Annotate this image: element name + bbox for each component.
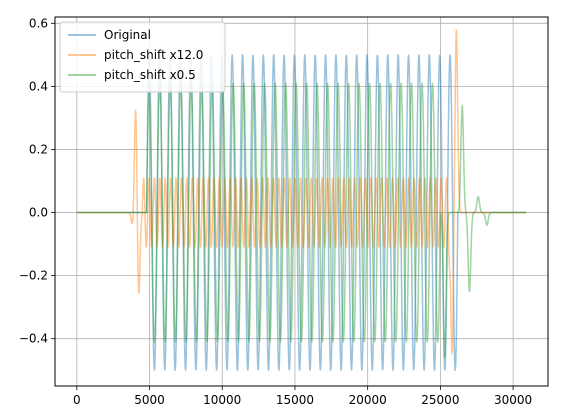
plot-area: 0 5000 10000 15000 20000 25000 30000 −0.4 −0.2 0… bbox=[19, 16, 549, 407]
x-tick-label: 20000 bbox=[349, 393, 387, 407]
legend-label: pitch_shift x12.0 bbox=[104, 48, 203, 62]
legend-label: Original bbox=[104, 28, 151, 42]
y-tick-label: 0.0 bbox=[29, 206, 48, 220]
x-tick-label: 10000 bbox=[203, 393, 241, 407]
y-tick-label: 0.4 bbox=[29, 79, 48, 93]
legend-box bbox=[59, 21, 226, 93]
x-tick-label: 0 bbox=[73, 393, 81, 407]
series-layer bbox=[76, 29, 527, 371]
series-line-2 bbox=[76, 82, 527, 359]
y-axis: −0.4 −0.2 0.0 0.2 0.4 0.6 bbox=[19, 16, 55, 346]
y-tick-label: 0.2 bbox=[29, 142, 48, 156]
axes-frame bbox=[54, 16, 549, 387]
x-tick-label: 5000 bbox=[134, 393, 165, 407]
x-tick-label: 25000 bbox=[421, 393, 459, 407]
y-tick-label: −0.4 bbox=[19, 332, 48, 346]
legend-label: pitch_shift x0.5 bbox=[104, 68, 196, 82]
x-tick-label: 30000 bbox=[494, 393, 532, 407]
x-axis: 0 5000 10000 15000 20000 25000 30000 bbox=[73, 386, 532, 407]
x-tick-label: 15000 bbox=[276, 393, 314, 407]
legend: Original pitch_shift x12.0 pitch_shift x0.… bbox=[59, 21, 226, 93]
y-tick-label: 0.6 bbox=[29, 16, 48, 30]
series-line-1 bbox=[76, 29, 527, 355]
y-tick-label: −0.2 bbox=[19, 269, 48, 283]
series-line-0 bbox=[76, 54, 527, 371]
